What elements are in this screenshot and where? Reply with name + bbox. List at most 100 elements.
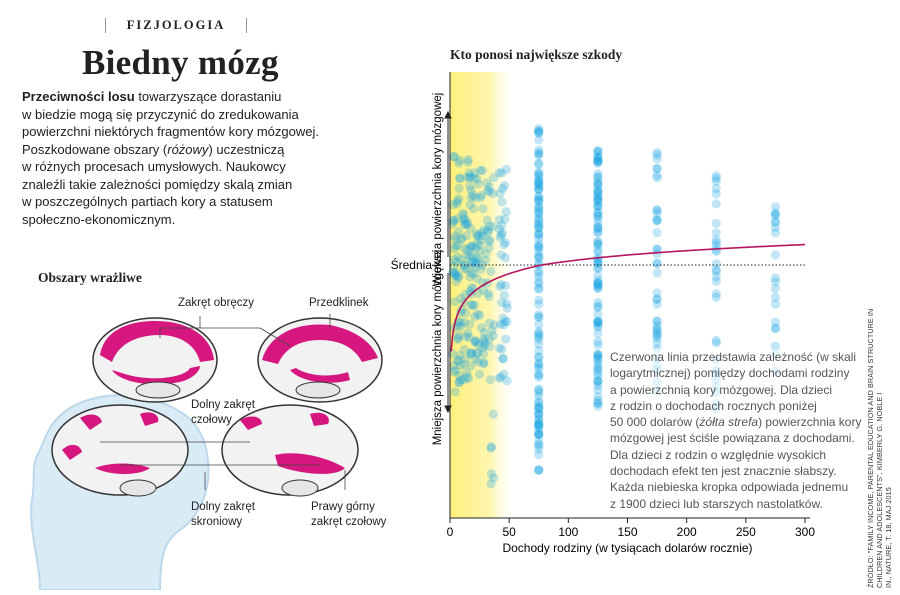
data-point [464,332,474,342]
data-point [770,273,781,283]
data-point [501,334,511,344]
data-point [534,369,544,379]
data-point [593,191,603,201]
annotation-line: mózgowej jest ściśle powiązana z dochoda… [610,431,855,446]
data-point [593,353,603,364]
data-point [593,385,603,395]
intro-emphasis: różowy [167,141,209,157]
data-point [451,277,461,287]
data-point [593,240,603,250]
data-point [466,283,477,293]
data-point [711,335,721,346]
data-point [470,193,480,203]
chart-annotation: Czerwona linia przedstawia zależność (w … [610,349,862,512]
data-point [593,340,603,350]
data-point [472,231,482,241]
data-point [652,148,662,158]
data-point [459,243,470,254]
data-point [593,278,603,289]
label-przedklinek: Przedklinek [309,297,369,309]
data-point [448,199,458,210]
x-tick-label: 50 [502,525,516,539]
data-point [593,178,603,188]
data-point [534,126,544,136]
data-point [652,327,662,337]
data-point [534,444,544,454]
data-point [500,281,511,291]
trend-curve [450,243,805,352]
data-point [451,241,461,251]
data-point [466,300,476,310]
data-point [500,214,510,224]
data-point [593,377,603,387]
data-point [534,410,544,420]
data-point [501,164,511,174]
data-point [453,226,464,237]
data-point [534,180,544,191]
data-point [534,409,544,419]
data-point [456,255,466,265]
data-point [479,333,489,343]
intro-line: w różnych procesach umysłowych. Naukowcy [22,159,286,174]
data-point [475,240,485,250]
data-point [455,317,465,327]
data-point [593,283,603,293]
data-point [467,241,477,252]
data-point [711,292,721,302]
data-point [534,253,544,263]
data-point [453,355,463,366]
data-point [479,327,489,337]
data-point [534,439,544,449]
data-point [478,285,489,295]
data-point [500,252,510,263]
x-ticks: 0 50 100 150 200 250 300 [447,518,815,539]
data-point [711,266,721,276]
data-point [459,374,469,385]
data-point [456,321,466,331]
label-line: Dolny zakręt [191,501,255,513]
data-point [487,326,497,336]
data-point [534,465,544,475]
data-point [534,284,544,294]
data-point [449,367,459,377]
data-point [534,242,544,252]
data-point [652,163,662,174]
data-point [593,376,603,386]
data-point [475,310,485,320]
data-point [496,250,506,260]
data-point [497,183,508,194]
intro-line: w poszczególnych partiach kory a statuse… [22,194,273,209]
data-point [464,168,474,178]
data-point [593,188,603,198]
data-point [473,357,483,367]
data-point [495,188,505,199]
data-point [484,235,494,245]
data-point [770,317,781,327]
data-point [534,148,544,158]
data-point [475,192,486,203]
data-point [494,373,505,383]
data-point [465,223,475,233]
data-point [479,224,490,235]
data-point [593,271,603,281]
data-point [534,464,544,475]
data-point [770,217,781,227]
data-point [534,283,544,293]
data-point [652,259,662,269]
data-point [534,172,544,182]
data-point [534,177,544,188]
data-point [534,219,544,229]
data-point [474,369,485,379]
intro-line: powierzchni niektórych fragmentów kory m… [22,124,319,139]
data-point [593,186,603,196]
data-point [464,173,475,183]
data-point [652,163,662,174]
x-axis-label: Dochody rodziny (w tysiącach dolarów roc… [502,541,752,555]
data-point [469,173,479,183]
data-point [534,422,544,432]
data-point [593,258,603,268]
data-point [593,219,603,229]
data-point [593,361,603,372]
data-point [449,361,459,371]
data-point [652,288,662,298]
